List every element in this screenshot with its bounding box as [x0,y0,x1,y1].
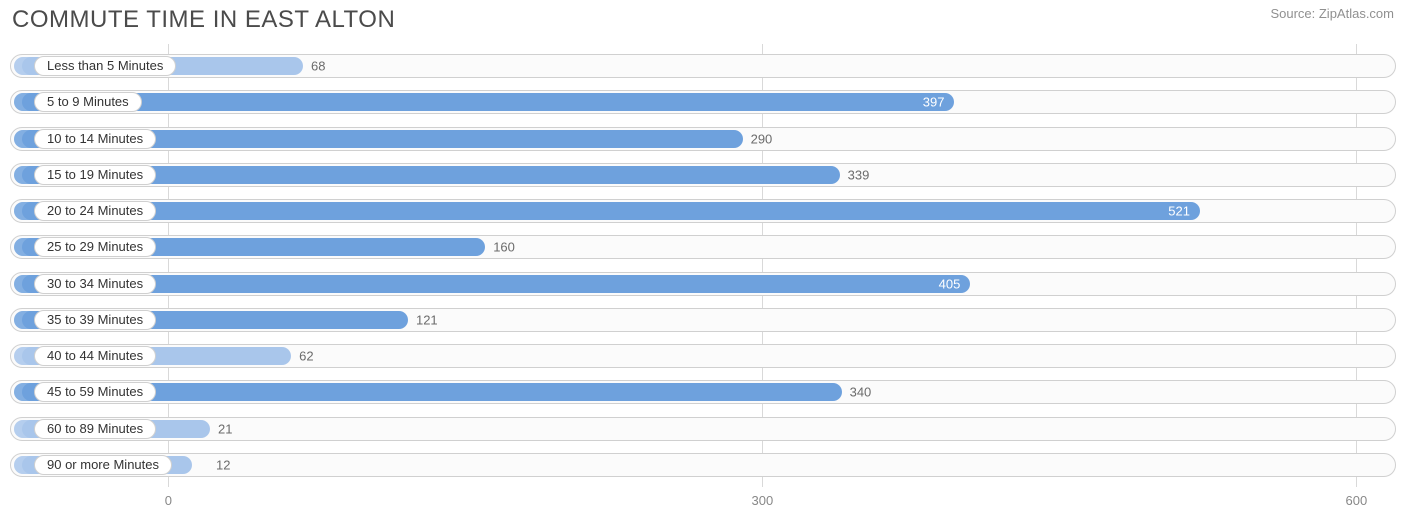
category-label: 30 to 34 Minutes [34,274,156,294]
bar-row: 10 to 14 Minutes 290 [10,125,1396,153]
bar-row: 25 to 29 Minutes 160 [10,233,1396,261]
bar-row: Less than 5 Minutes 68 [10,52,1396,80]
value-label: 160 [493,240,515,255]
value-label: 21 [218,421,232,436]
bar [14,202,1200,220]
x-tick-label: 0 [165,493,172,508]
bar-row: 60 to 89 Minutes 21 [10,415,1396,443]
category-label: 15 to 19 Minutes [34,165,156,185]
value-label: 68 [311,59,325,74]
bar-row: 30 to 34 Minutes 405 [10,270,1396,298]
value-label: 121 [416,312,438,327]
bar [14,275,970,293]
category-label: 20 to 24 Minutes [34,201,156,221]
value-label: 290 [751,131,773,146]
value-label: 12 [216,457,230,472]
source-prefix: Source: [1270,6,1318,21]
bar-row: 90 or more Minutes 12 [10,451,1396,479]
value-label: 397 [923,95,945,110]
category-label: 90 or more Minutes [34,455,172,475]
chart-plot-area: Less than 5 Minutes 68 5 to 9 Minutes 397 10… [10,44,1396,487]
x-axis: 0 300 600 [10,493,1396,513]
bar-row: 45 to 59 Minutes 340 [10,378,1396,406]
category-label: 60 to 89 Minutes [34,419,156,439]
chart-title: COMMUTE TIME IN EAST ALTON [12,6,395,34]
value-label: 521 [1168,204,1190,219]
value-label: 339 [848,167,870,182]
value-label: 405 [939,276,961,291]
category-label: Less than 5 Minutes [34,56,176,76]
bar-row: 40 to 44 Minutes 62 [10,342,1396,370]
x-tick-label: 600 [1346,493,1368,508]
category-label: 25 to 29 Minutes [34,237,156,257]
category-label: 35 to 39 Minutes [34,310,156,330]
x-tick-label: 300 [752,493,774,508]
chart-container: COMMUTE TIME IN EAST ALTON Source: ZipAt… [0,0,1406,523]
bar-row: 5 to 9 Minutes 397 [10,88,1396,116]
source-link[interactable]: ZipAtlas.com [1319,6,1394,21]
value-label: 340 [850,385,872,400]
chart-header: COMMUTE TIME IN EAST ALTON Source: ZipAt… [8,0,1398,36]
bar-row: 35 to 39 Minutes 121 [10,306,1396,334]
category-label: 40 to 44 Minutes [34,346,156,366]
bar-row: 20 to 24 Minutes 521 [10,197,1396,225]
bar [14,93,954,111]
category-label: 10 to 14 Minutes [34,129,156,149]
category-label: 5 to 9 Minutes [34,92,142,112]
category-label: 45 to 59 Minutes [34,382,156,402]
chart-source: Source: ZipAtlas.com [1270,6,1394,21]
chart-bars: Less than 5 Minutes 68 5 to 9 Minutes 397 10… [10,44,1396,487]
bar-row: 15 to 19 Minutes 339 [10,161,1396,189]
value-label: 62 [299,349,313,364]
